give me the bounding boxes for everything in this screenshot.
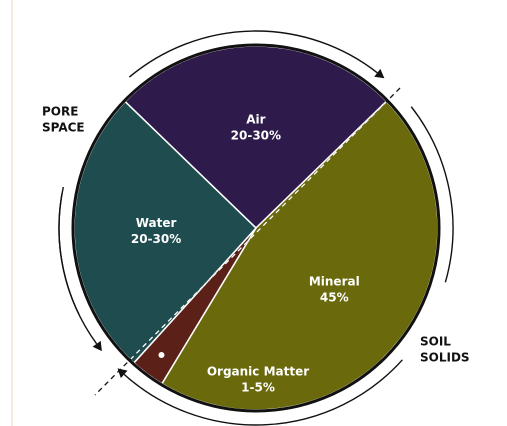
annotation: SOLIDS xyxy=(420,351,470,365)
arc xyxy=(123,359,403,426)
labels: Air 20-30% Mineral 45% Organic Matter 1-5% Wat… xyxy=(42,105,470,395)
arc xyxy=(58,186,98,345)
slice-label: Mineral xyxy=(309,275,360,289)
pie xyxy=(73,45,439,411)
arrows xyxy=(58,30,454,426)
slice-label: Organic Matter xyxy=(207,365,309,379)
annotation: SOIL xyxy=(420,335,451,349)
arrowhead xyxy=(374,68,385,79)
arc xyxy=(410,106,454,283)
arrowhead xyxy=(117,368,128,379)
arrowhead xyxy=(92,340,102,352)
slice-value: 45% xyxy=(320,291,349,305)
slice-value: 1-5% xyxy=(241,381,275,395)
pie-border xyxy=(71,43,441,413)
slice-value: 20-30% xyxy=(131,232,181,246)
slice-label: Water xyxy=(136,216,177,230)
divider-inner xyxy=(94,87,401,396)
arc xyxy=(128,30,378,78)
annotation: SPACE xyxy=(42,121,85,135)
slice-label: Air xyxy=(246,113,265,127)
annotation: PORE xyxy=(42,105,78,119)
leader-dot xyxy=(158,352,165,359)
slice-value: 20-30% xyxy=(231,129,281,143)
